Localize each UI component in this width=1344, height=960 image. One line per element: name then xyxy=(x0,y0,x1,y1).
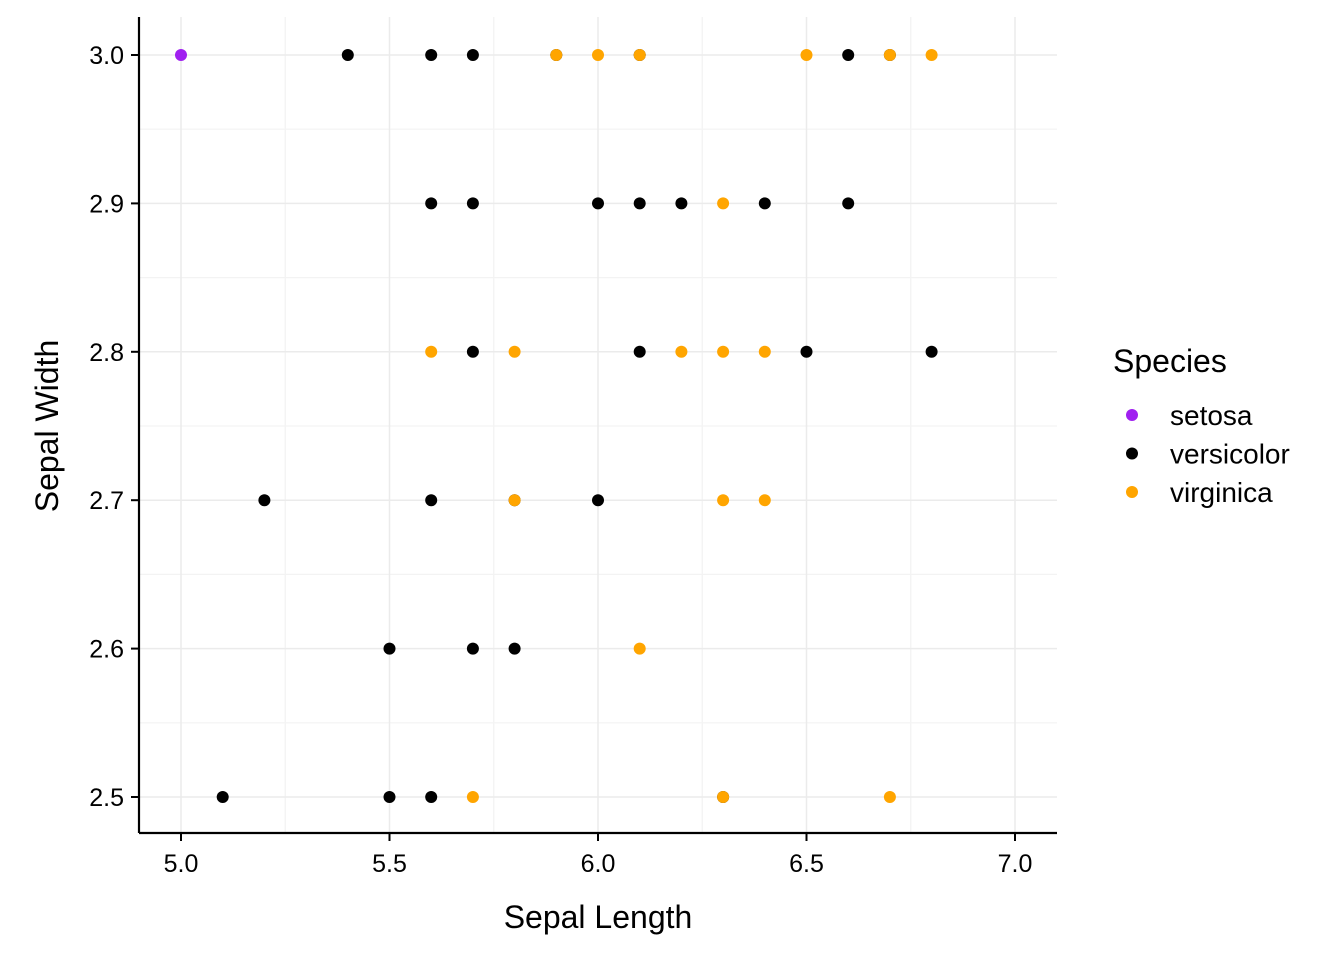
x-tick-label: 5.5 xyxy=(372,850,407,878)
legend: Species setosa versicolor virginica xyxy=(1113,343,1290,508)
legend-label-setosa: setosa xyxy=(1170,400,1253,431)
point-virginica xyxy=(508,494,521,507)
point-virginica xyxy=(883,49,896,61)
point-versicolor xyxy=(425,494,438,507)
point-versicolor xyxy=(383,642,396,655)
point-virginica xyxy=(800,49,813,61)
y-axis-title: Sepal Width xyxy=(29,340,65,513)
point-virginica xyxy=(633,49,646,61)
point-virginica xyxy=(717,791,730,803)
point-virginica xyxy=(425,345,438,358)
point-versicolor xyxy=(800,345,813,358)
point-versicolor xyxy=(925,345,938,358)
point-versicolor xyxy=(633,197,646,210)
y-tick-label: 2.8 xyxy=(89,339,124,367)
point-versicolor xyxy=(341,49,354,61)
point-versicolor xyxy=(425,197,438,210)
x-tick-label: 7.0 xyxy=(998,850,1033,878)
point-versicolor xyxy=(842,49,855,61)
point-versicolor xyxy=(633,345,646,358)
point-versicolor xyxy=(466,49,479,61)
legend-label-virginica: virginica xyxy=(1170,477,1273,508)
y-tick-label: 2.6 xyxy=(89,636,124,664)
point-versicolor xyxy=(425,49,438,61)
point-versicolor xyxy=(508,642,521,655)
point-versicolor xyxy=(216,791,229,803)
x-tick-label: 6.0 xyxy=(581,850,616,878)
point-versicolor xyxy=(258,494,271,507)
point-virginica xyxy=(717,494,730,507)
y-tick-label: 2.9 xyxy=(89,190,124,218)
point-versicolor xyxy=(675,197,688,210)
point-virginica xyxy=(925,49,938,61)
point-virginica xyxy=(758,494,771,507)
y-tick-label: 2.5 xyxy=(89,784,124,812)
point-virginica xyxy=(508,345,521,358)
y-tick-label: 2.7 xyxy=(89,487,124,515)
x-tick-label: 5.0 xyxy=(164,850,199,878)
x-tick-label: 6.5 xyxy=(789,850,824,878)
point-virginica xyxy=(550,49,563,61)
point-virginica xyxy=(592,49,604,61)
point-setosa xyxy=(175,49,187,61)
legend-key-versicolor xyxy=(1126,447,1138,460)
point-versicolor xyxy=(425,791,438,803)
point-versicolor xyxy=(466,197,479,210)
point-versicolor xyxy=(592,197,604,210)
legend-label-versicolor: versicolor xyxy=(1170,439,1290,470)
point-virginica xyxy=(466,791,479,803)
data-points xyxy=(175,49,938,803)
point-versicolor xyxy=(466,345,479,358)
point-versicolor xyxy=(758,197,771,210)
point-versicolor xyxy=(592,494,604,507)
point-versicolor xyxy=(842,197,855,210)
grid xyxy=(139,17,1057,833)
x-axis-title: Sepal Length xyxy=(504,899,693,935)
point-virginica xyxy=(717,197,730,210)
legend-key-virginica xyxy=(1126,486,1138,498)
legend-title: Species xyxy=(1113,343,1227,379)
point-versicolor xyxy=(466,642,479,655)
point-virginica xyxy=(633,642,646,655)
point-virginica xyxy=(758,345,771,358)
point-versicolor xyxy=(383,791,396,803)
point-virginica xyxy=(717,345,730,358)
point-virginica xyxy=(675,345,688,358)
legend-key-setosa xyxy=(1126,409,1138,421)
point-virginica xyxy=(883,791,896,803)
y-tick-label: 3.0 xyxy=(89,42,124,70)
